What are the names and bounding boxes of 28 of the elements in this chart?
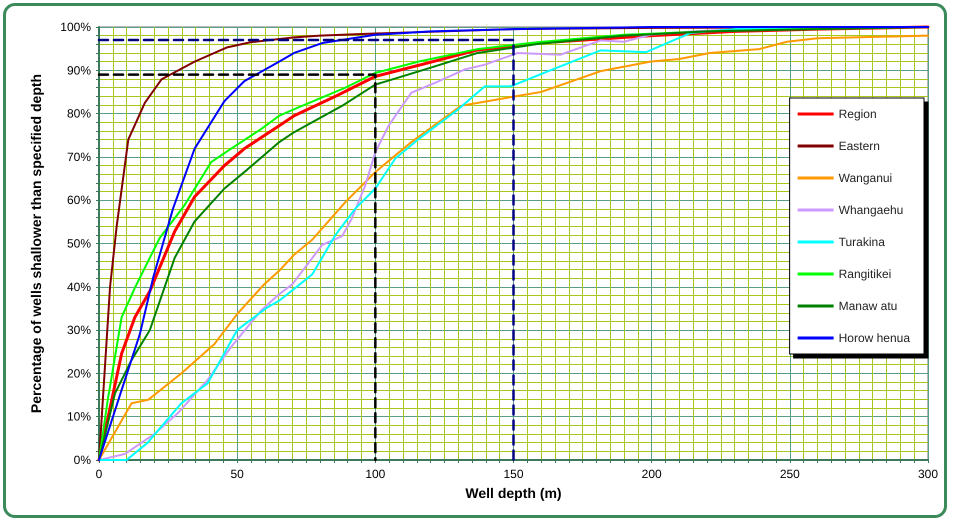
x-tick-label: 300 (918, 467, 938, 481)
y-tick-label: 60% (66, 193, 92, 208)
y-tick-label: 30% (66, 323, 92, 338)
legend-label: Turakina (838, 235, 886, 249)
legend-label: Eastern (838, 139, 880, 153)
x-tick-label: 200 (642, 467, 662, 481)
y-axis-title: Percentage of wells shallower than specified depth (28, 74, 44, 414)
y-tick-label: 50% (66, 236, 92, 250)
legend-label: Manaw atu (838, 299, 898, 313)
x-tick-label: 150 (503, 467, 524, 481)
y-tick-label: 40% (66, 280, 92, 294)
x-tick-label: 0 (96, 467, 103, 481)
legend-label: Region (838, 107, 877, 121)
y-tick-label: 90% (66, 63, 92, 78)
y-tick-label: 10% (66, 410, 92, 424)
x-tick-label: 100 (365, 467, 386, 481)
x-axis-title: Well depth (m) (465, 485, 562, 501)
x-tick-label: 50 (230, 467, 244, 481)
legend-label: Horow henua (838, 331, 910, 345)
y-tick-label: 100% (60, 20, 92, 34)
y-tick-label: 0% (74, 453, 92, 467)
legend-label: Whangaehu (838, 203, 904, 217)
y-tick-label: 20% (66, 366, 92, 380)
y-tick-label: 80% (66, 106, 92, 121)
x-tick-label: 250 (780, 467, 800, 481)
y-tick-label: 70% (66, 150, 92, 164)
legend-label: Rangitikei (838, 267, 892, 281)
legend-label: Wanganui (838, 171, 892, 185)
